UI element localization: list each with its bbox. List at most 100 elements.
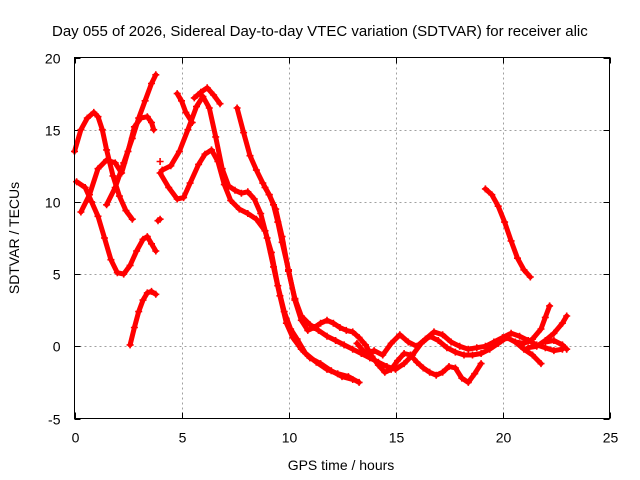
- y-tick-label: 0: [53, 339, 61, 355]
- data-point: [120, 270, 128, 278]
- data-point: [533, 342, 541, 350]
- data-point: [458, 374, 466, 382]
- data-point: [235, 205, 243, 213]
- data-point: [520, 266, 528, 274]
- data-point: [148, 119, 155, 126]
- data-point: [310, 324, 318, 331]
- data-point: [499, 334, 506, 342]
- data-point: [306, 354, 314, 362]
- data-point: [94, 212, 102, 220]
- data-point: [115, 192, 123, 200]
- data-point: [439, 368, 447, 376]
- data-point: [212, 133, 220, 141]
- data-point: [289, 334, 297, 342]
- data-point: [186, 179, 194, 187]
- data-point: [362, 341, 369, 349]
- data-point: [175, 147, 183, 155]
- data-point: [507, 329, 515, 337]
- data-point: [111, 159, 119, 167]
- data-point: [188, 119, 196, 126]
- data-point: [83, 114, 91, 122]
- data-point: [558, 341, 566, 349]
- data-point: [240, 129, 248, 137]
- data-point: [464, 378, 472, 386]
- data-point: [231, 186, 239, 194]
- data-point: [227, 197, 235, 204]
- data-point: [323, 332, 331, 340]
- data-point: [252, 215, 260, 223]
- data-point: [152, 71, 160, 79]
- series-trace-c: [77, 113, 158, 216]
- data-point: [216, 100, 224, 108]
- data-point: [445, 363, 453, 370]
- data-point: [490, 338, 498, 346]
- data-point: [501, 218, 509, 226]
- series-trace-q: [154, 215, 164, 225]
- data-point: [139, 235, 147, 243]
- data-point: [233, 104, 241, 112]
- x-tick-label: 25: [603, 430, 619, 446]
- data-point: [150, 126, 158, 134]
- data-point: [148, 240, 155, 248]
- x-tick-label: 10: [282, 430, 298, 446]
- data-point: [407, 351, 414, 359]
- y-axis-label: SDTVAR / TECUs: [6, 182, 22, 294]
- data-point: [259, 179, 267, 187]
- y-tick-label: 10: [45, 195, 61, 211]
- data-point: [128, 134, 136, 142]
- data-point: [101, 234, 108, 242]
- data-point: [304, 326, 312, 334]
- x-axis-label: GPS time / hours: [288, 457, 395, 473]
- data-point: [516, 332, 524, 340]
- y-tick-label: 5: [53, 267, 61, 283]
- data-point: [336, 324, 344, 331]
- data-point: [152, 290, 160, 298]
- data-point: [88, 198, 96, 206]
- x-tick-label: 0: [72, 430, 80, 446]
- data-point: [208, 146, 215, 154]
- data-point: [103, 146, 111, 154]
- data-point: [541, 338, 549, 346]
- data-point: [278, 238, 286, 246]
- axis-ticks: 0 5 10 15 20 25 -5 0 5 10 15 20: [45, 51, 619, 446]
- data-point: [139, 296, 147, 304]
- data-point: [263, 234, 271, 242]
- y-tick-label: 15: [45, 123, 61, 139]
- data-point: [103, 201, 111, 209]
- y-tick-label: -5: [48, 412, 61, 428]
- data-point: [143, 289, 151, 297]
- data-point: [282, 319, 290, 327]
- data-point: [184, 126, 192, 134]
- data-point: [315, 326, 322, 334]
- data-point: [558, 319, 566, 327]
- series-trace-n: [511, 302, 554, 347]
- data-point: [507, 237, 515, 245]
- data-point: [349, 345, 357, 353]
- data-point: [103, 156, 111, 164]
- data-point: [473, 344, 481, 352]
- data-point: [550, 347, 558, 355]
- data-point: [107, 256, 115, 264]
- data-point: [270, 263, 277, 271]
- data-point: [355, 334, 363, 342]
- data-point: [464, 345, 472, 353]
- data-point: [537, 325, 545, 333]
- plot-frame: [74, 57, 610, 419]
- series-trace-h: [173, 90, 196, 126]
- data-point: [210, 91, 218, 99]
- data-point: [113, 269, 121, 277]
- data-point: [274, 218, 282, 226]
- data-point: [550, 329, 558, 337]
- data-point: [165, 184, 173, 191]
- data-point: [550, 337, 558, 344]
- data-point: [404, 338, 412, 346]
- series-trace-e: [126, 287, 160, 349]
- data-point: [297, 345, 305, 353]
- data-point: [338, 373, 346, 381]
- data-point: [340, 341, 348, 349]
- data-point: [193, 103, 200, 111]
- series-line: [174, 91, 195, 125]
- data-point: [94, 113, 102, 121]
- series-trace-g: [158, 93, 357, 383]
- data-point: [524, 344, 532, 352]
